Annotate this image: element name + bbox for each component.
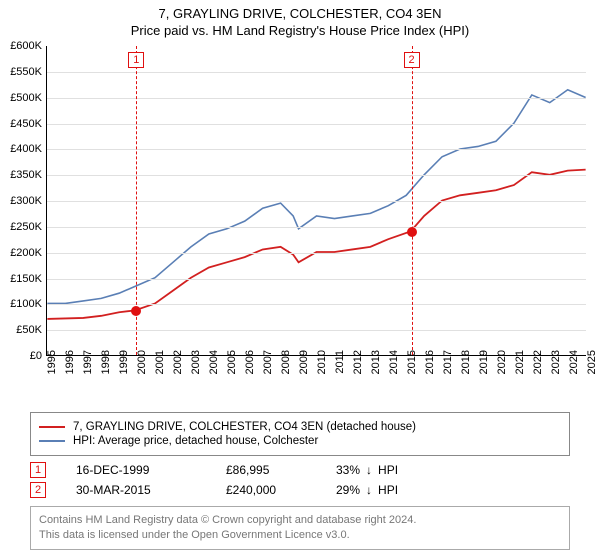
arrow-down-icon: ↓ xyxy=(366,483,372,497)
x-axis-label: 2024 xyxy=(568,350,580,374)
x-axis-label: 1997 xyxy=(82,350,94,374)
sale-date: 16-DEC-1999 xyxy=(76,463,206,477)
x-axis-label: 2015 xyxy=(406,350,418,374)
chart-area: 12 £0£50K£100K£150K£200K£250K£300K£350K£… xyxy=(0,40,600,410)
legend-swatch xyxy=(39,440,65,442)
sale-delta-pct: 29% xyxy=(336,483,360,497)
y-axis-label: £450K xyxy=(0,118,42,130)
x-axis-label: 2007 xyxy=(262,350,274,374)
x-axis-label: 2011 xyxy=(334,350,346,374)
marker-dot xyxy=(407,227,417,237)
footer-attribution: Contains HM Land Registry data © Crown c… xyxy=(30,506,570,550)
y-axis-label: £50K xyxy=(0,324,42,336)
marker-badge: 2 xyxy=(404,52,420,68)
x-axis-label: 2012 xyxy=(352,350,364,374)
x-axis-label: 2006 xyxy=(244,350,256,374)
sale-row: 2 30-MAR-2015 £240,000 29% ↓ HPI xyxy=(30,482,570,498)
y-axis-label: £500K xyxy=(0,92,42,104)
chart-title: 7, GRAYLING DRIVE, COLCHESTER, CO4 3EN xyxy=(0,6,600,21)
x-axis-label: 2019 xyxy=(478,350,490,374)
sale-delta-vs: HPI xyxy=(378,483,398,497)
sale-delta: 29% ↓ HPI xyxy=(336,483,398,497)
x-axis-label: 2002 xyxy=(172,350,184,374)
x-axis-label: 2010 xyxy=(316,350,328,374)
x-axis-label: 1999 xyxy=(118,350,130,374)
x-axis-label: 2016 xyxy=(424,350,436,374)
y-axis-label: £600K xyxy=(0,40,42,52)
sale-row: 1 16-DEC-1999 £86,995 33% ↓ HPI xyxy=(30,462,570,478)
sales-list: 1 16-DEC-1999 £86,995 33% ↓ HPI 2 30-MAR-2015 £2… xyxy=(0,462,600,498)
legend-item: 7, GRAYLING DRIVE, COLCHESTER, CO4 3EN (… xyxy=(39,421,561,433)
plot-area: 12 xyxy=(46,46,586,356)
y-axis-label: £200K xyxy=(0,247,42,259)
x-axis-label: 2018 xyxy=(460,350,472,374)
footer-line1: Contains HM Land Registry data © Crown c… xyxy=(39,513,561,528)
y-axis-label: £400K xyxy=(0,143,42,155)
x-axis-label: 2005 xyxy=(226,350,238,374)
sale-delta: 33% ↓ HPI xyxy=(336,463,398,477)
legend-item: HPI: Average price, detached house, Colc… xyxy=(39,435,561,447)
y-axis-label: £250K xyxy=(0,221,42,233)
x-axis-label: 2025 xyxy=(586,350,598,374)
legend-label: 7, GRAYLING DRIVE, COLCHESTER, CO4 3EN (… xyxy=(73,421,416,433)
y-axis-label: £100K xyxy=(0,298,42,310)
chart-subtitle: Price paid vs. HM Land Registry's House … xyxy=(0,23,600,38)
x-axis-label: 2021 xyxy=(514,350,526,374)
x-axis-label: 2001 xyxy=(154,350,166,374)
series-line xyxy=(47,170,585,319)
y-axis-label: £350K xyxy=(0,169,42,181)
x-axis-label: 2004 xyxy=(208,350,220,374)
x-axis-label: 2022 xyxy=(532,350,544,374)
legend-label: HPI: Average price, detached house, Colc… xyxy=(73,435,318,447)
x-axis-label: 2023 xyxy=(550,350,562,374)
x-axis-label: 2009 xyxy=(298,350,310,374)
x-axis-label: 1996 xyxy=(64,350,76,374)
sale-marker-badge: 1 xyxy=(30,462,46,478)
arrow-down-icon: ↓ xyxy=(366,463,372,477)
x-axis-label: 2020 xyxy=(496,350,508,374)
chart-title-block: 7, GRAYLING DRIVE, COLCHESTER, CO4 3EN P… xyxy=(0,0,600,40)
footer-line2: This data is licensed under the Open Gov… xyxy=(39,528,561,543)
x-axis-label: 2000 xyxy=(136,350,148,374)
x-axis-label: 1995 xyxy=(46,350,58,374)
y-axis-label: £550K xyxy=(0,66,42,78)
x-axis-label: 1998 xyxy=(100,350,112,374)
sale-delta-vs: HPI xyxy=(378,463,398,477)
marker-line xyxy=(412,46,413,355)
sale-marker-badge: 2 xyxy=(30,482,46,498)
marker-dot xyxy=(131,306,141,316)
sale-date: 30-MAR-2015 xyxy=(76,483,206,497)
y-axis-label: £150K xyxy=(0,273,42,285)
marker-badge: 1 xyxy=(128,52,144,68)
sale-price: £240,000 xyxy=(226,483,316,497)
x-axis-label: 2017 xyxy=(442,350,454,374)
y-axis-label: £300K xyxy=(0,195,42,207)
x-axis-label: 2008 xyxy=(280,350,292,374)
legend-swatch xyxy=(39,426,65,428)
series-line xyxy=(47,90,585,304)
legend: 7, GRAYLING DRIVE, COLCHESTER, CO4 3EN (… xyxy=(30,412,570,456)
x-axis-label: 2013 xyxy=(370,350,382,374)
x-axis-label: 2003 xyxy=(190,350,202,374)
x-axis-label: 2014 xyxy=(388,350,400,374)
y-axis-label: £0 xyxy=(0,350,42,362)
sale-delta-pct: 33% xyxy=(336,463,360,477)
sale-price: £86,995 xyxy=(226,463,316,477)
